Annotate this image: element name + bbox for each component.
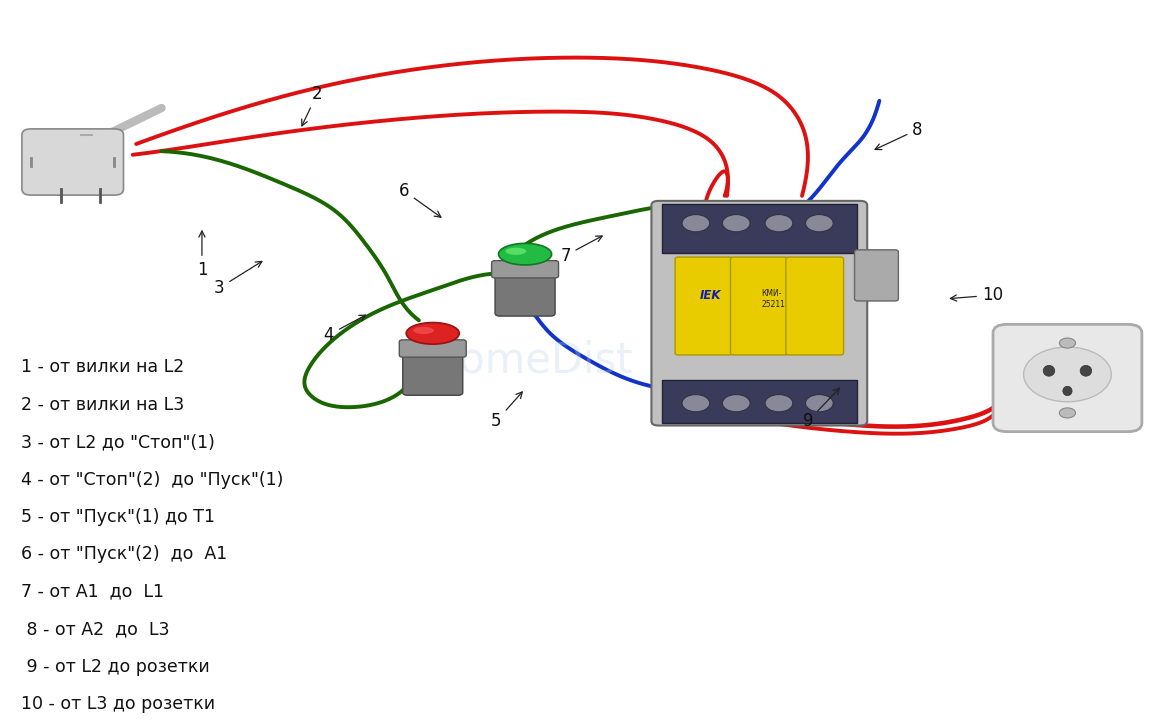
Circle shape (765, 395, 793, 412)
Text: 4 - от "Стоп"(2)  до "Пуск"(1): 4 - от "Стоп"(2) до "Пуск"(1) (21, 471, 283, 489)
FancyBboxPatch shape (22, 129, 123, 195)
Circle shape (682, 215, 710, 232)
Text: 9 - от L2 до розетки: 9 - от L2 до розетки (21, 658, 210, 675)
Ellipse shape (505, 248, 526, 255)
Circle shape (1059, 408, 1076, 418)
Text: IEK: IEK (699, 289, 721, 302)
Text: 8 - от А2  до  L3: 8 - от А2 до L3 (21, 621, 170, 639)
FancyBboxPatch shape (495, 271, 555, 316)
Ellipse shape (413, 327, 434, 334)
FancyBboxPatch shape (651, 201, 868, 426)
FancyBboxPatch shape (786, 257, 844, 355)
Text: 7: 7 (560, 236, 602, 265)
FancyBboxPatch shape (492, 261, 559, 278)
FancyBboxPatch shape (992, 325, 1141, 432)
Ellipse shape (499, 243, 552, 265)
Circle shape (1059, 338, 1076, 348)
Text: 10 - от L3 до розетки: 10 - от L3 до розетки (21, 696, 215, 713)
FancyBboxPatch shape (730, 257, 788, 355)
Circle shape (682, 395, 710, 412)
Text: 3 - от L2 до "Стоп"(1): 3 - от L2 до "Стоп"(1) (21, 433, 215, 451)
Circle shape (722, 215, 750, 232)
Text: 5: 5 (490, 392, 523, 431)
Text: HomeDist: HomeDist (428, 339, 634, 381)
Circle shape (722, 395, 750, 412)
Ellipse shape (406, 323, 459, 344)
Text: 4: 4 (323, 315, 366, 344)
Text: 9: 9 (802, 388, 839, 431)
Ellipse shape (1080, 366, 1092, 376)
Circle shape (765, 215, 793, 232)
Circle shape (805, 215, 833, 232)
Text: 1: 1 (196, 231, 208, 279)
FancyBboxPatch shape (661, 204, 856, 253)
Text: 2: 2 (301, 85, 323, 126)
Circle shape (1024, 347, 1111, 402)
Text: 3: 3 (213, 261, 262, 297)
FancyBboxPatch shape (403, 350, 463, 395)
Text: 1 - от вилки на L2: 1 - от вилки на L2 (21, 359, 183, 376)
Text: 8: 8 (875, 121, 923, 150)
Circle shape (805, 395, 833, 412)
Text: 2 - от вилки на L3: 2 - от вилки на L3 (21, 396, 183, 413)
Text: 6 - от "Пуск"(2)  до  А1: 6 - от "Пуск"(2) до А1 (21, 546, 227, 563)
FancyBboxPatch shape (399, 340, 466, 357)
FancyBboxPatch shape (661, 380, 856, 423)
Ellipse shape (1063, 387, 1072, 396)
Text: 6: 6 (398, 182, 441, 217)
Text: 5 - от "Пуск"(1) до Т1: 5 - от "Пуск"(1) до Т1 (21, 508, 215, 526)
Text: 10: 10 (951, 287, 1003, 305)
FancyBboxPatch shape (675, 257, 733, 355)
Ellipse shape (1043, 366, 1055, 376)
Text: 7 - от А1  до  L1: 7 - от А1 до L1 (21, 583, 164, 600)
Text: КМИ-
25211: КМИ- 25211 (762, 289, 786, 309)
FancyBboxPatch shape (854, 250, 899, 301)
